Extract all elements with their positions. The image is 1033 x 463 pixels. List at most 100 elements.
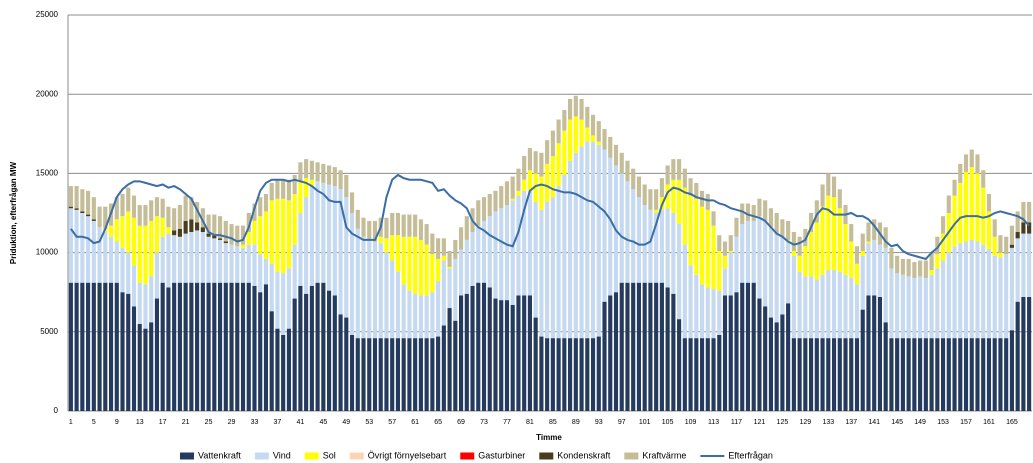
bar-segment (240, 225, 246, 245)
bar-segment (545, 338, 550, 411)
bar-segment (889, 338, 894, 411)
bar-segment (963, 171, 969, 242)
bar-segment (568, 98, 573, 120)
bar-segment (969, 167, 974, 240)
bar-segment (912, 277, 917, 339)
bar-segment (694, 338, 699, 411)
bar-segment (981, 187, 986, 245)
bar-segment (458, 227, 464, 250)
bar-segment (550, 197, 555, 339)
bar-segment (550, 155, 555, 198)
bar-segment (906, 276, 911, 339)
bar-segment (367, 338, 372, 411)
bar-segment (223, 282, 228, 411)
bar-segment (493, 190, 498, 212)
bar-segment (206, 214, 211, 234)
bar-segment (223, 220, 228, 242)
bar-segment (1021, 201, 1026, 223)
bar-segment (131, 217, 137, 266)
bar-segment (80, 282, 85, 411)
y-axis-title: Priduktion, efterfrågan MW (9, 161, 18, 264)
bar-segment (154, 298, 160, 411)
bar-segment (745, 220, 751, 283)
bar-segment (464, 293, 469, 411)
bar-segment (711, 211, 716, 226)
bar-segment (539, 209, 544, 337)
bar-segment (217, 216, 223, 239)
y-tick-label: 15000 (36, 169, 59, 178)
bar-segment (384, 252, 389, 339)
bar-segment (212, 282, 217, 411)
bar-segment (677, 319, 682, 411)
bar-segment (768, 317, 773, 411)
bar-segment (654, 189, 659, 210)
bar-segment (568, 119, 573, 161)
bar-segment (166, 206, 171, 228)
bar-segment (774, 233, 779, 323)
bar-segment (585, 338, 590, 411)
bar-segment (975, 241, 980, 339)
x-tick-label: 69 (457, 419, 465, 426)
bar-segment (200, 282, 205, 411)
bar-segment (275, 328, 280, 411)
bar-segment (200, 227, 205, 233)
bar-segment (642, 184, 647, 206)
bar-segment (923, 338, 928, 411)
bar-segment (464, 239, 469, 294)
bar-segment (338, 314, 343, 411)
bar-segment (384, 338, 389, 411)
bar-segment (814, 279, 819, 339)
x-tick-label: 85 (549, 419, 557, 426)
bar-segment (493, 211, 498, 299)
bar-segment (160, 198, 165, 218)
bar-segment (286, 328, 291, 411)
bar-segment (298, 285, 303, 411)
bar-segment (590, 114, 596, 136)
x-tick-label: 21 (182, 419, 190, 426)
bar-segment (596, 141, 601, 145)
bar-segment (441, 238, 446, 256)
bar-segment (481, 197, 487, 221)
bar-segment (671, 179, 676, 213)
bar-segment (636, 197, 642, 283)
bar-segment (671, 213, 676, 294)
bar-segment (172, 208, 177, 231)
bar-segment (659, 282, 664, 411)
bar-segment (820, 206, 825, 275)
bar-segment (797, 255, 802, 272)
bar-segment (866, 295, 871, 411)
bar-segment (436, 336, 441, 411)
bar-segment (315, 282, 320, 411)
bar-segment (68, 282, 73, 411)
bar-segment (407, 290, 412, 339)
bar-segment (212, 235, 217, 239)
x-tick-label: 161 (983, 419, 995, 426)
bar-segment (263, 258, 269, 285)
bar-segment (464, 216, 469, 240)
bar-segment (183, 233, 188, 283)
bar-segment (803, 338, 808, 411)
bar-segment (677, 179, 682, 225)
bar-segment (992, 219, 997, 237)
bar-segment (447, 266, 452, 269)
bar-segment (975, 338, 980, 411)
bar-segment (86, 216, 91, 283)
bar-segment (401, 236, 406, 285)
bar-segment (791, 251, 796, 256)
bar-segment (688, 195, 693, 266)
bar-segment (401, 214, 406, 237)
bar-segment (235, 246, 240, 283)
bar-segment (252, 220, 257, 245)
bar-segment (487, 193, 492, 217)
bar-segment (918, 276, 923, 339)
x-tick-label: 157 (960, 419, 972, 426)
bar-segment (332, 167, 337, 187)
bar-segment (275, 271, 280, 329)
bar-segment (757, 298, 762, 411)
bar-segment (952, 246, 957, 339)
legend-label: Gasturbiner (478, 450, 525, 460)
bar-segment (975, 154, 980, 174)
bar-segment (172, 235, 177, 283)
bar-segment (355, 338, 360, 411)
